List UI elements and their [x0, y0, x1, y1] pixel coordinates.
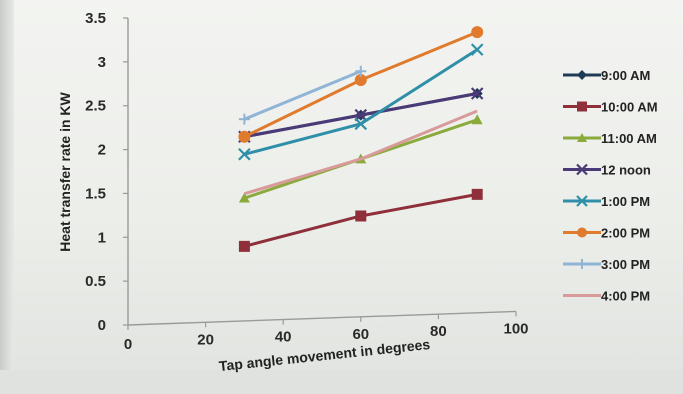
data-point-x-stroke: [354, 117, 368, 131]
y-tick-label: 1: [98, 229, 106, 246]
data-point-square: [471, 188, 483, 200]
data-point-triangle: [238, 192, 250, 203]
data-point-circle: [577, 227, 587, 238]
data-point-plus: [238, 113, 250, 125]
data-point-diamond: [577, 70, 587, 80]
data-point-x: [238, 147, 251, 161]
y-tick-label: 1.5: [85, 185, 106, 202]
chart-axes: [123, 17, 517, 330]
data-point-plus: [355, 65, 367, 77]
series-line: [243, 109, 478, 196]
data-point-x-stroke: [470, 43, 484, 56]
legend-label: 3:00 PM: [601, 257, 650, 272]
legend-item: 10:00 AM: [563, 100, 658, 115]
series-12-noon: [238, 87, 484, 144]
series-layer: [238, 26, 484, 252]
data-point-triangle: [577, 133, 587, 142]
y-axis-title: Heat transfer rate in KW: [57, 91, 73, 251]
data-point-x-stroke: [576, 163, 588, 176]
tick-labels: 0 0.5 1 1.5 2 2.5 3 3.5 0 20 40 60 80 100: [85, 10, 528, 353]
x-tick-label: 20: [197, 331, 214, 348]
legend-item: 2:00 PM: [563, 226, 650, 241]
data-point-circle: [354, 74, 367, 87]
data-point-square: [577, 101, 587, 112]
legend-label: 2:00 PM: [601, 226, 650, 241]
legend-item: 1:00 PM: [563, 194, 650, 209]
data-point-x-stroke: [576, 195, 588, 207]
data-point-square: [355, 210, 367, 222]
y-tick-label: 0: [98, 317, 106, 334]
legend-item: 9:00 AM: [563, 68, 650, 83]
legend-label: 12 noon: [601, 163, 651, 178]
legend-item: 4:00 PM: [563, 289, 650, 304]
data-point-circle: [471, 26, 484, 39]
data-point-square: [238, 240, 250, 252]
legend-item: 12 noon: [563, 163, 651, 178]
series-4-00-pm: [243, 109, 478, 196]
data-point-circle: [238, 130, 251, 143]
x-axis-line: [127, 310, 517, 326]
x-tick-label: 100: [503, 320, 528, 337]
bottom-strip: [0, 370, 683, 394]
x-axis-title: Tap angle movement in degrees: [218, 336, 431, 374]
data-point-x: [576, 195, 588, 207]
x-tick-label: 40: [275, 329, 292, 346]
legend-label: 9:00 AM: [601, 68, 650, 83]
data-point-x: [470, 43, 484, 56]
data-point-triangle: [471, 114, 483, 125]
y-tick-label: 0.5: [85, 273, 106, 290]
data-point-x-stroke: [238, 147, 251, 161]
legend: 9:00 AM 10:00 AM 11:00 AM 12 noon 1:00 PM 2:0…: [563, 68, 658, 304]
page-edge: [0, 0, 14, 394]
series-line: [243, 69, 362, 121]
series-3-00-pm: [238, 65, 367, 125]
x-tick-label: 60: [352, 326, 369, 343]
legend-item: 11:00 AM: [563, 131, 657, 146]
legend-label: 1:00 PM: [601, 194, 650, 209]
data-point-x-stroke: [470, 87, 484, 100]
data-point-x: [576, 163, 588, 176]
legend-label: 10:00 AM: [601, 100, 658, 115]
data-point-x: [470, 87, 484, 100]
series-10-00-am: [238, 188, 483, 252]
data-point-plus: [577, 259, 587, 269]
y-tick-label: 3: [98, 54, 106, 71]
x-tick-label: 0: [124, 336, 132, 353]
y-tick-label: 2.5: [85, 98, 106, 115]
y-tick-label: 3.5: [85, 10, 106, 27]
series-1-00-pm: [238, 43, 484, 161]
y-tick-label: 2: [98, 142, 106, 159]
legend-label: 4:00 PM: [601, 289, 650, 304]
legend-item: 3:00 PM: [563, 257, 650, 272]
series-line: [244, 48, 479, 156]
x-tick-label: 80: [430, 323, 447, 340]
data-point-x: [354, 117, 368, 131]
series-2-00-pm: [238, 26, 484, 143]
legend-label: 11:00 AM: [601, 131, 657, 146]
